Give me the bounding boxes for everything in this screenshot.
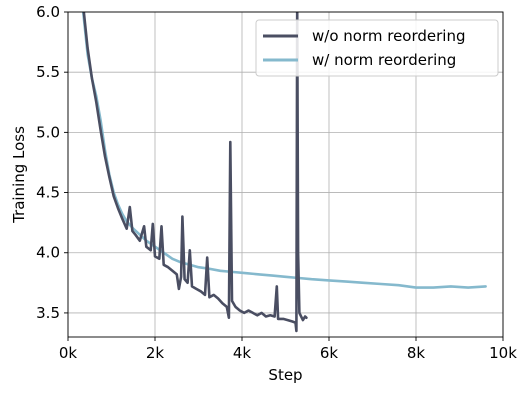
x-tick-label: 4k — [233, 344, 252, 362]
y-axis-label: Training Loss — [10, 126, 28, 224]
legend: w/o norm reordering w/ norm reordering — [255, 19, 499, 77]
legend-label-wo-norm: w/o norm reordering — [312, 27, 466, 45]
y-tick-label: 6.0 — [36, 3, 60, 21]
x-axis-label: Step — [268, 366, 302, 384]
y-tick-label: 5.0 — [36, 123, 60, 141]
series-line-wo-norm — [82, 12, 308, 333]
legend-box — [255, 19, 499, 77]
plot-area — [81, 12, 487, 333]
x-tick-label: 0k — [59, 344, 78, 362]
plot-frame — [67, 11, 504, 338]
x-tick-label: 10k — [489, 344, 517, 362]
y-tick-label: 3.5 — [36, 304, 60, 322]
x-tick-label: 6k — [320, 344, 339, 362]
axis-ticks: 0k 2k 4k 6k 8k 10k 3.5 4.0 4.5 5.0 5.5 6.0 — [36, 3, 517, 362]
y-tick-label: 5.5 — [36, 63, 60, 81]
y-tick-label: 4.0 — [36, 244, 60, 262]
x-tick-label: 8k — [407, 344, 426, 362]
x-tick-label: 2k — [146, 344, 165, 362]
y-tick-label: 4.5 — [36, 184, 60, 202]
legend-label-w-norm: w/ norm reordering — [312, 51, 456, 69]
